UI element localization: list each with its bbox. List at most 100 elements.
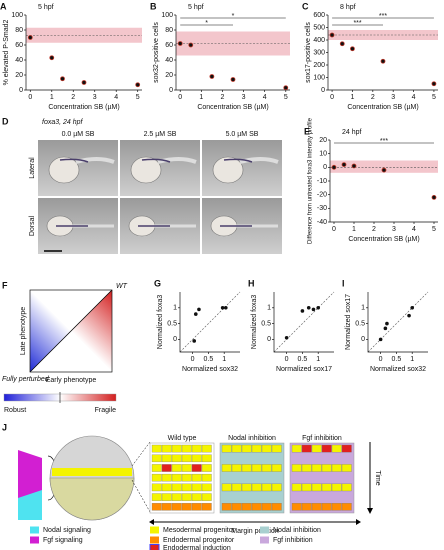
grid-background xyxy=(219,442,285,514)
legend-swatch xyxy=(30,536,39,544)
cell xyxy=(261,503,272,511)
cell xyxy=(151,483,162,492)
y-axis-label: Late phenotype xyxy=(20,307,27,355)
cell xyxy=(321,444,332,453)
x-tick-label: 0.5 xyxy=(204,356,214,363)
data-point xyxy=(192,339,197,343)
x-tick-label: 0 xyxy=(332,226,336,233)
y-tick-label: 40 xyxy=(15,57,23,64)
legend-label: Mesodermal progenitor xyxy=(163,527,236,534)
grid-background xyxy=(289,442,355,514)
panel-title: foxa3, 24 hpf xyxy=(42,119,84,126)
cell xyxy=(231,503,242,511)
data-point xyxy=(339,41,345,47)
cell xyxy=(291,464,302,472)
axes xyxy=(273,292,334,353)
y-tick-label: 20 xyxy=(165,72,173,79)
x-tick-label: 5 xyxy=(284,94,288,101)
x-axis-label: Concentration SB (µM) xyxy=(347,104,418,111)
data-point xyxy=(378,337,383,342)
cell xyxy=(291,483,302,492)
x-tick-label: 3 xyxy=(93,94,97,101)
cell xyxy=(321,464,332,472)
y-tick-label: 20 xyxy=(319,137,327,144)
y-tick-label: 10 xyxy=(319,151,327,158)
data-point xyxy=(351,163,357,169)
cell xyxy=(191,473,202,482)
data-point xyxy=(331,164,337,170)
x-tick-label: 2 xyxy=(71,94,75,101)
cell xyxy=(261,444,272,453)
cell xyxy=(171,444,182,453)
time-label: Time xyxy=(374,470,381,485)
y-tick-label: 0 xyxy=(19,87,23,94)
data-point xyxy=(209,74,215,79)
y-tick-label: 100 xyxy=(313,74,325,81)
panel-letter: C xyxy=(302,1,309,11)
data-point xyxy=(329,32,335,38)
x-axis-label: Margin position xyxy=(231,528,279,535)
x-axis-label: Normalized sox17 xyxy=(276,366,332,373)
x-tick-label: 2 xyxy=(220,94,224,101)
data-point xyxy=(188,42,194,48)
x-tick-label: 0 xyxy=(330,94,334,101)
data-point xyxy=(383,326,388,331)
x-axis-label: Concentration SB (µM) xyxy=(197,104,268,111)
y-tick-label: -20 xyxy=(317,192,327,199)
y-tick-label: 80 xyxy=(15,27,23,34)
cell xyxy=(311,503,322,511)
cell xyxy=(151,454,162,463)
x-tick-label: 1 xyxy=(222,356,226,363)
cell xyxy=(201,444,212,453)
axes xyxy=(327,15,438,91)
cell xyxy=(201,493,212,501)
cell xyxy=(331,483,342,492)
x-tick-label: 0.5 xyxy=(298,356,308,363)
cell xyxy=(151,503,162,511)
cell xyxy=(171,454,182,463)
column-label: 5.0 µM SB xyxy=(226,131,259,138)
significance-label: *** xyxy=(353,20,361,27)
cell xyxy=(201,483,212,492)
y-tick-label: 0.5 xyxy=(261,320,271,327)
cell xyxy=(161,464,172,472)
column-label: Fgf inhibition xyxy=(302,435,342,442)
cell xyxy=(251,503,262,511)
x-tick-label: 1 xyxy=(350,94,354,101)
column-label: Wild type xyxy=(168,435,197,442)
frame xyxy=(29,289,113,373)
cell xyxy=(161,444,172,453)
y-tick-label: 1 xyxy=(361,305,365,312)
cell xyxy=(301,483,312,492)
legend-swatch xyxy=(30,526,39,534)
panel-letter: G xyxy=(154,278,161,288)
cell xyxy=(191,444,202,453)
cell xyxy=(191,464,202,472)
cell xyxy=(181,473,192,482)
column-label: 0.0 µM SB xyxy=(62,131,95,138)
data-point xyxy=(223,305,228,310)
y-tick-label: 300 xyxy=(313,49,325,56)
cell xyxy=(151,464,162,472)
data-point xyxy=(311,307,316,312)
y-axis-label: Normalized foxa3 xyxy=(251,295,258,350)
legend-swatch xyxy=(260,536,269,544)
data-point xyxy=(380,58,386,64)
data-point xyxy=(306,305,311,310)
panel-title: 5 hpf xyxy=(188,4,204,11)
panel-letter: I xyxy=(342,278,345,288)
cell xyxy=(161,454,172,463)
cell xyxy=(151,473,162,482)
column-label: Nodal inhibition xyxy=(228,435,276,442)
y-tick-label: -10 xyxy=(317,178,327,185)
data-point xyxy=(27,35,33,40)
y-tick-label: -40 xyxy=(317,219,327,226)
y-tick-label: 1 xyxy=(173,305,177,312)
cell xyxy=(231,444,242,453)
legend-label: Endodermal induction xyxy=(163,545,231,550)
y-tick-label: 0 xyxy=(321,87,325,94)
data-point xyxy=(350,46,355,52)
cell xyxy=(241,483,252,492)
y-tick-label: -30 xyxy=(317,205,327,212)
cell xyxy=(301,464,312,472)
